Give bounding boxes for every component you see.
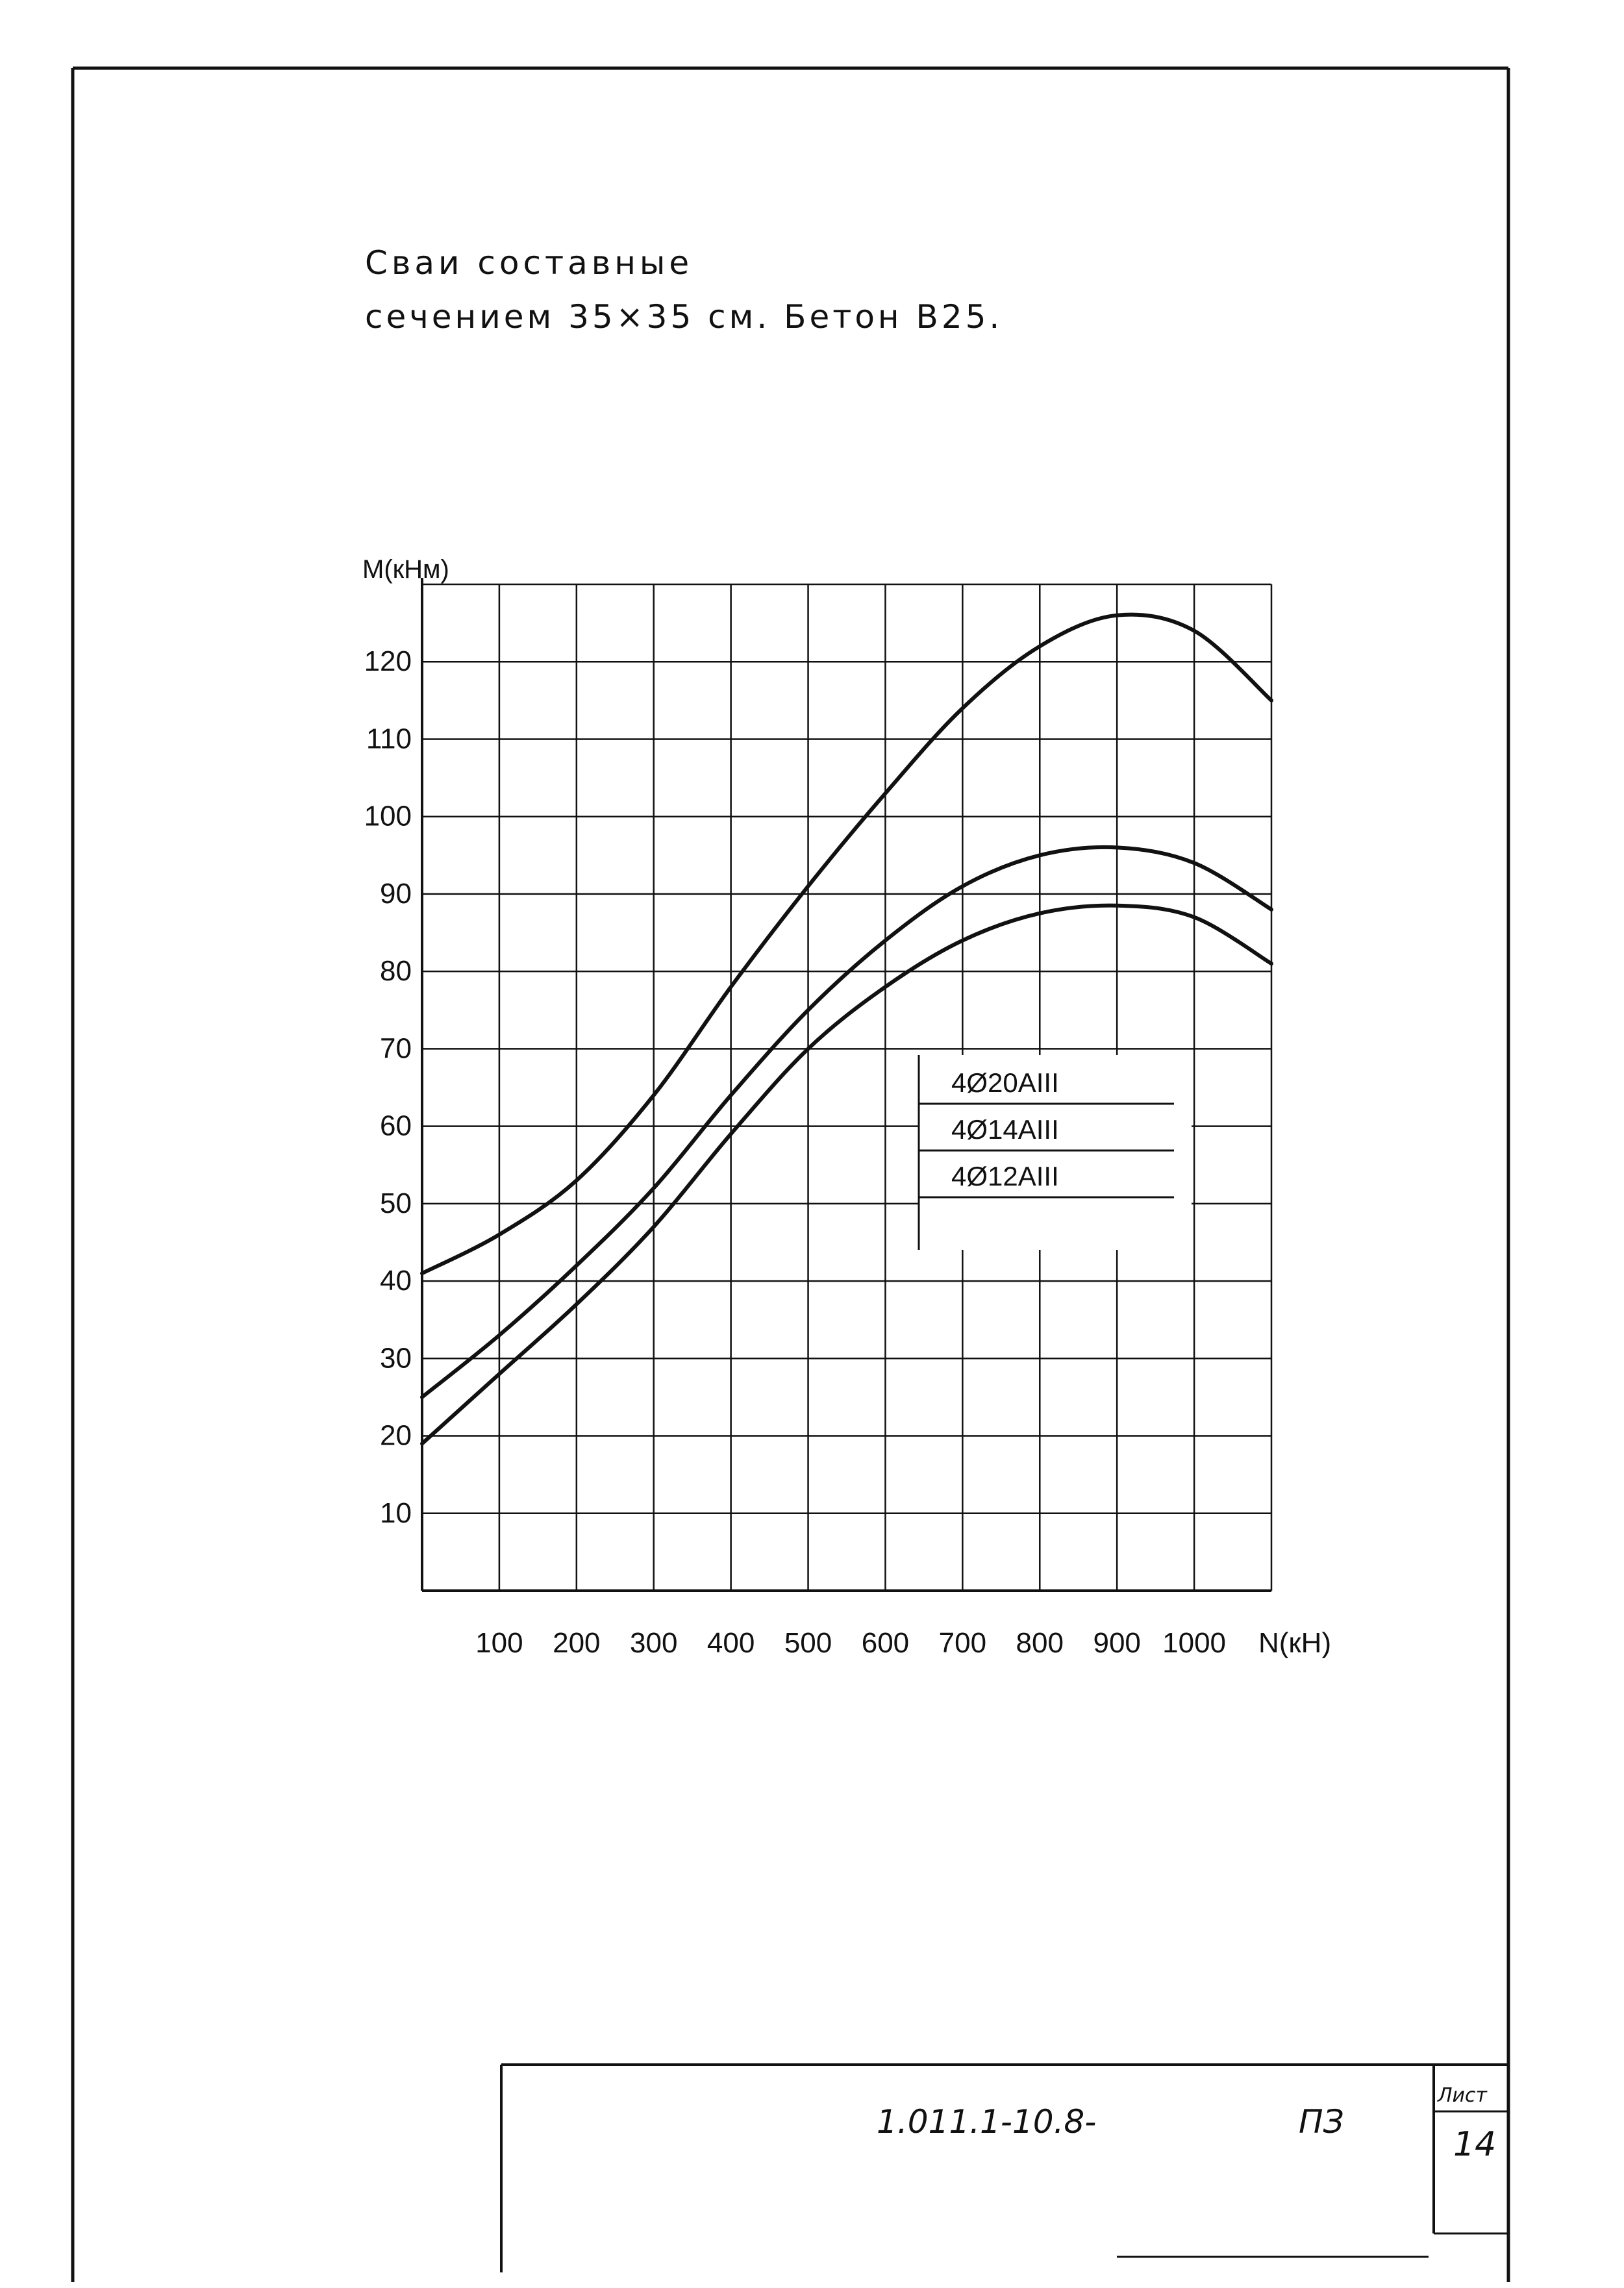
title-line-1: Сваи составные [365,244,693,282]
series-line-4-12 [420,903,1273,1446]
chart-series [420,612,1273,1446]
y-tick-label: 70 [380,1032,412,1064]
x-tick-label: 100 [475,1627,523,1659]
x-tick-label: 400 [707,1627,755,1659]
x-tick-label: 900 [1093,1627,1140,1659]
chart-axes [421,578,1271,1592]
y-tick-label: 110 [366,723,412,754]
y-tick-label: 50 [380,1188,412,1219]
x-tick-label: 700 [939,1627,986,1659]
series-line-4-14 [420,845,1273,1399]
sheet-number: 14 [1453,2125,1496,2164]
chart: 100 200 300 400 500 600 700 800 900 1000 10 20 30 40 5… [362,555,1331,1659]
y-tick-label: 100 [364,801,412,832]
x-axis-label: N(кН) [1258,1627,1331,1659]
x-tick-label: 300 [630,1627,677,1659]
x-tick-label: 600 [862,1627,909,1659]
legend-label-4-12: 4Ø12АIII [951,1161,1059,1191]
y-tick-label: 30 [380,1342,412,1374]
y-tick-label: 80 [380,955,412,987]
sheet-label: Лист [1437,2084,1488,2107]
y-tick-label: 60 [380,1110,412,1142]
sheet-frame [71,66,1510,2282]
x-tick-label: 800 [1016,1627,1064,1659]
title-line-2: сечением 35×35 см. Бетон В25. [365,298,1003,336]
x-tick-label: 1000 [1162,1627,1226,1659]
y-tick-label: 20 [380,1420,412,1452]
y-tick-label: 40 [380,1265,412,1297]
y-tick-label: 90 [380,878,412,910]
chart-grid [422,583,1273,1591]
x-tick-label: 500 [784,1627,832,1659]
legend-label-4-20: 4Ø20АIII [951,1067,1059,1098]
x-tick-label: 200 [553,1627,600,1659]
y-tick-label: 120 [364,645,412,677]
document-type: ПЗ [1299,2103,1344,2141]
document-code: 1.011.1-10.8- [877,2103,1096,2141]
chart-tick-labels: 100 200 300 400 500 600 700 800 900 1000 10 20 30 40 5… [364,645,1226,1659]
legend-label-4-14: 4Ø14АIII [951,1114,1059,1145]
y-axis-label: M(кНм) [362,555,449,584]
series-line-4-20 [420,612,1273,1276]
chart-legend: 4Ø20АIII 4Ø14АIII 4Ø12АIII [918,1055,1192,1250]
y-tick-label: 10 [380,1497,412,1529]
title-block [500,2063,1508,2272]
